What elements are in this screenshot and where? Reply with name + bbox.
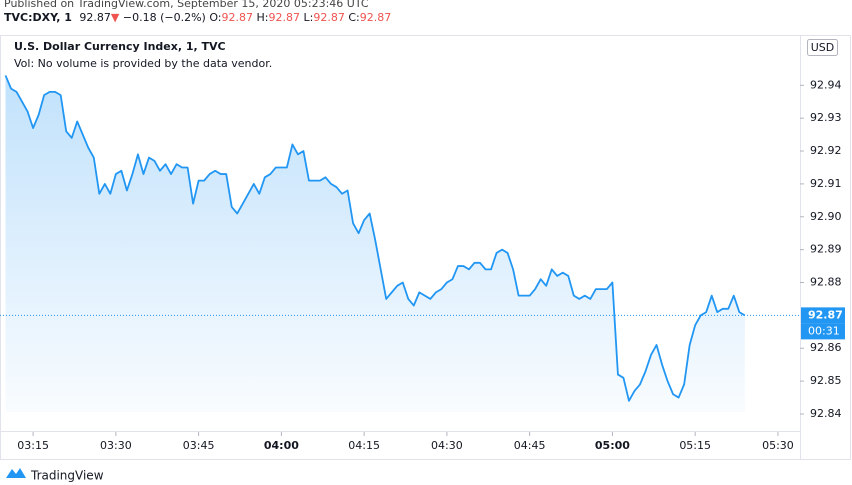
high-label: H:	[256, 11, 269, 24]
y-tick-label: 92.94	[810, 78, 842, 91]
countdown-box	[801, 323, 845, 340]
price-axis-frame	[800, 35, 851, 460]
legend-title: U.S. Dollar Currency Index, 1, TVC	[14, 40, 226, 53]
x-tick-label: 03:15	[17, 439, 49, 452]
y-tick-label: 92.84	[810, 407, 842, 420]
x-tick-label: 05:15	[679, 439, 711, 452]
open: 92.87	[221, 11, 254, 24]
symbol: TVC:DXY, 1	[4, 11, 72, 24]
y-tick-label: 92.90	[810, 210, 842, 223]
high: 92.87	[268, 11, 301, 24]
published-line: Published on TradingView.com, September …	[4, 0, 369, 10]
logo	[6, 468, 26, 478]
y-tick-label: 92.85	[810, 374, 842, 387]
footer-brand: TradingView	[30, 469, 104, 483]
currency[interactable]: USD	[811, 41, 835, 54]
close-label: C:	[348, 11, 360, 24]
last-price-label: 92.87	[808, 308, 843, 321]
x-tick-label: 04:00	[264, 439, 299, 452]
y-tick-label: 92.91	[810, 177, 842, 190]
legend-volume: Vol: No volume is provided by the data v…	[14, 57, 272, 70]
price: 92.87	[79, 11, 111, 24]
price-line	[4, 75, 746, 402]
x-tick-label: 03:45	[183, 439, 215, 452]
symbol-line: TVC:DXY, 1 92.87▼ −0.18 (−0.2%) O:92.87 …	[4, 11, 391, 24]
logo-icon	[6, 468, 26, 478]
currency-box[interactable]	[807, 39, 838, 56]
change: −0.18 (−0.2%)	[122, 11, 206, 24]
y-tick-label: 92.86	[810, 341, 842, 354]
plot	[0, 75, 800, 412]
low: 92.87	[313, 11, 345, 24]
y-tick-label: 92.93	[810, 111, 842, 124]
countdown: 00:31	[808, 324, 840, 337]
x-tick-label: 04:30	[431, 439, 463, 452]
x-tick-label: 04:15	[348, 439, 380, 452]
y-tick-label: 92.92	[810, 144, 842, 157]
low-label: L:	[303, 11, 314, 24]
x-tick-label: 05:30	[762, 439, 794, 452]
x-tick-label: 04:45	[514, 439, 546, 452]
arrow: ▼	[110, 11, 120, 24]
open-label: O:	[209, 11, 222, 24]
x-tick-label: 05:00	[595, 439, 630, 452]
y-tick-label: 92.88	[810, 276, 842, 289]
x-tick-label: 03:30	[100, 439, 132, 452]
close: 92.87	[359, 11, 392, 24]
last-price-box	[801, 307, 845, 324]
y-tick-label: 92.89	[810, 243, 842, 256]
